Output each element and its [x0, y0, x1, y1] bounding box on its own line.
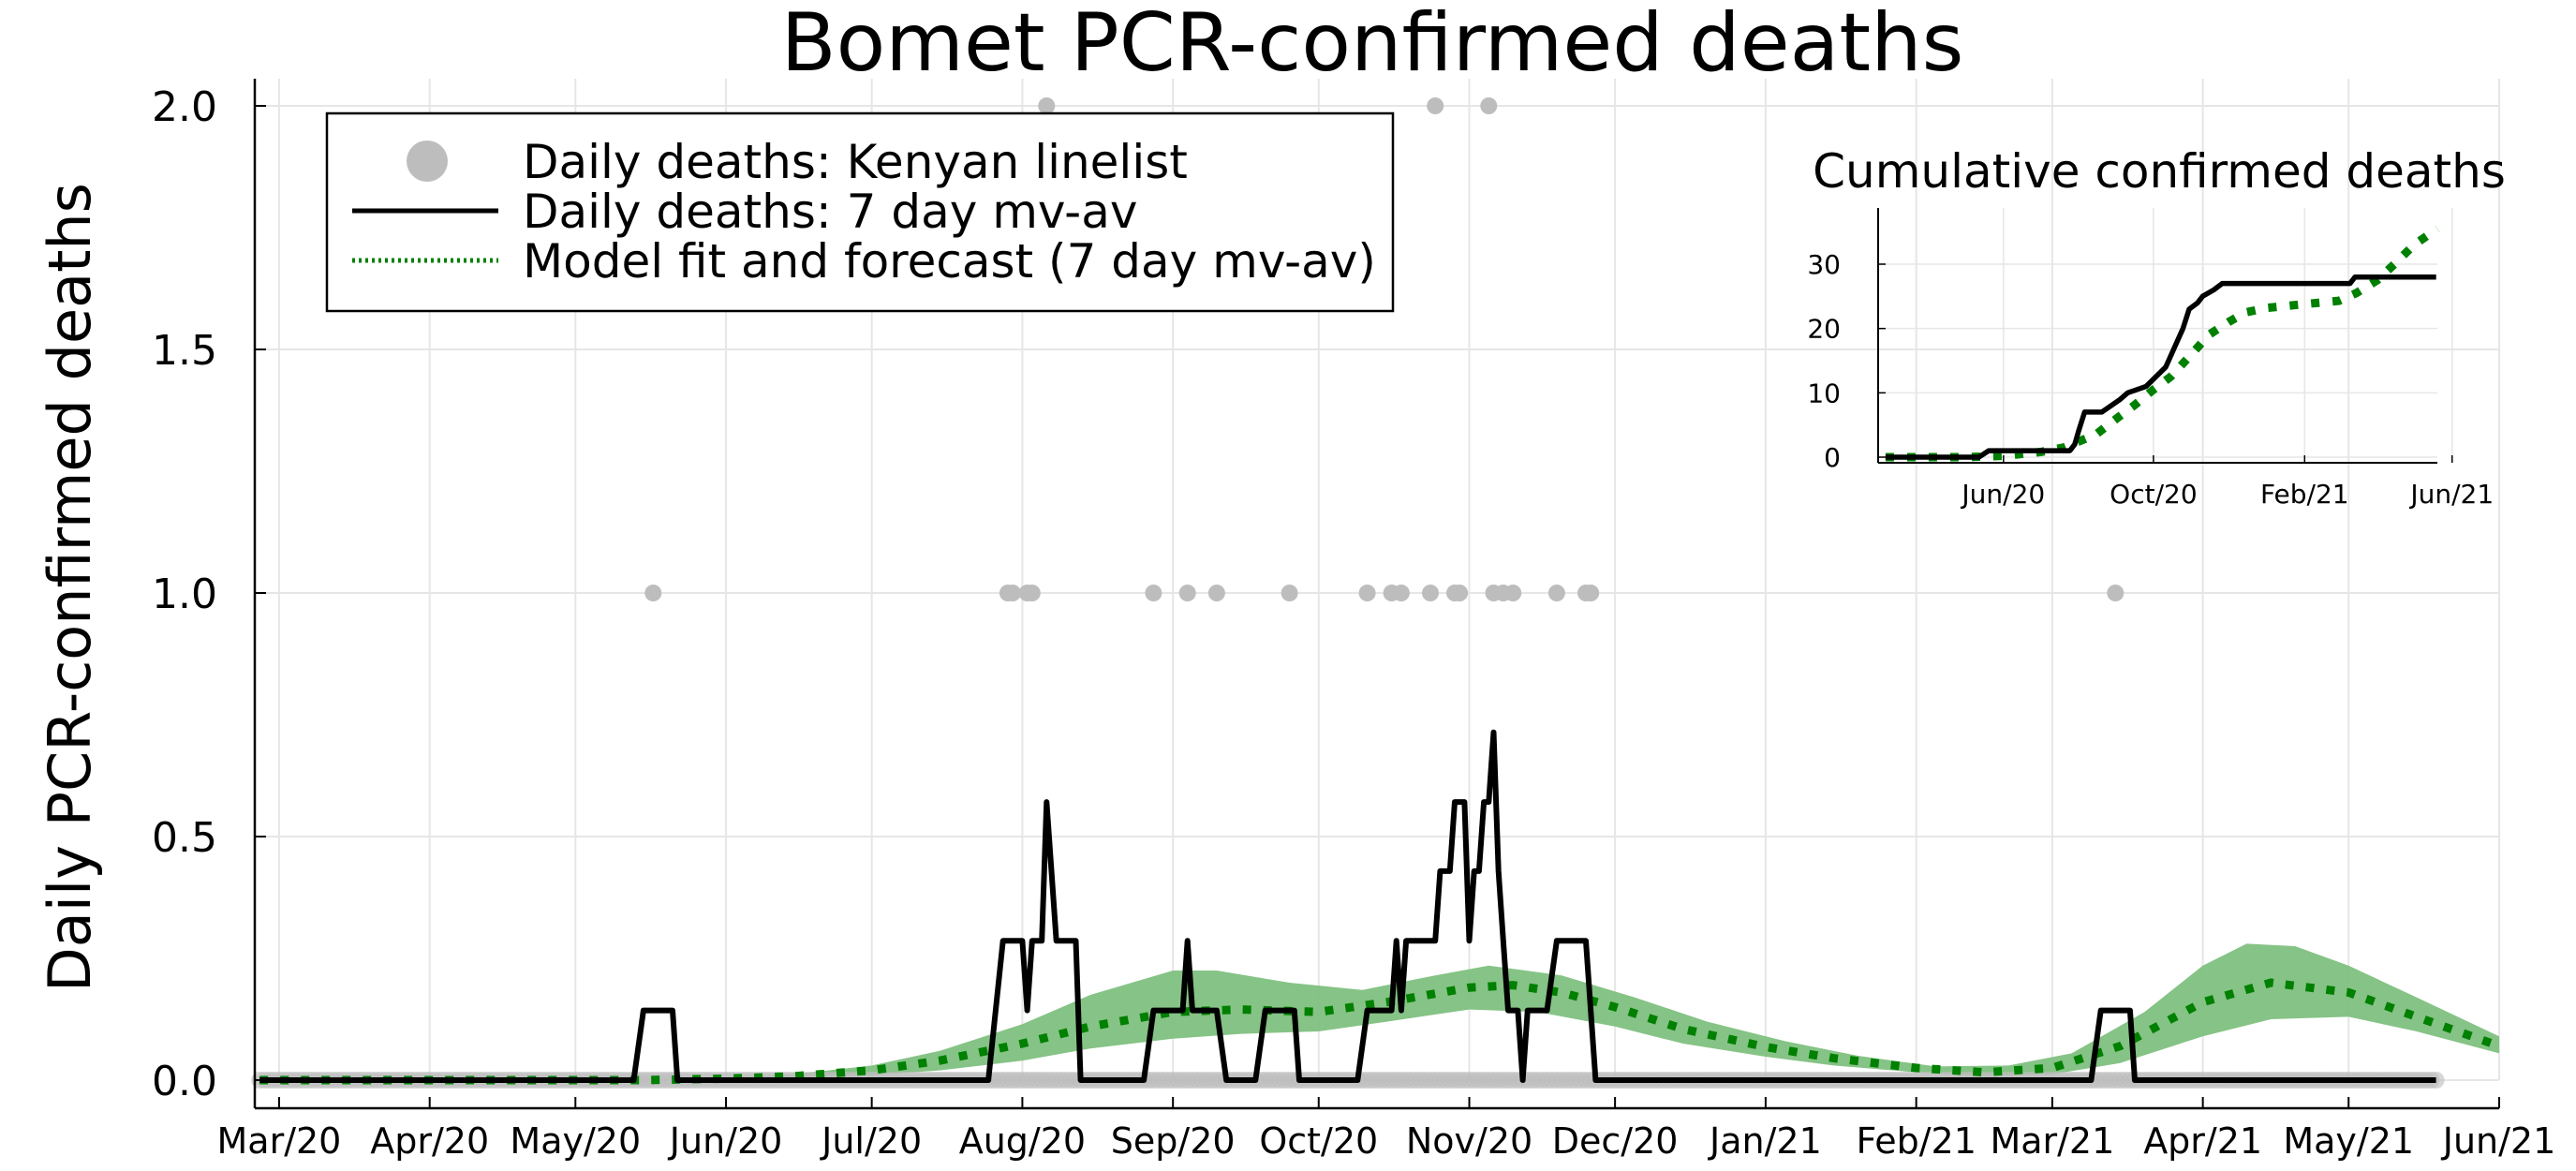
x-tick-label: Jun/20: [668, 1120, 783, 1162]
inset-model-line: [1885, 225, 2440, 462]
inset-y-tick-label: 30: [1807, 249, 1841, 280]
inset-x-tick-label: Oct/20: [2110, 479, 2197, 510]
x-tick-label: Jun/21: [2441, 1120, 2556, 1162]
scatter-point: [1480, 97, 1498, 114]
y-tick-label: 1.5: [152, 327, 217, 375]
scatter-point: [644, 585, 662, 601]
inset-x-tick-label: Feb/21: [2260, 479, 2349, 510]
scatter-point: [1145, 585, 1162, 601]
scatter-point: [1504, 585, 1522, 601]
inset-axes: [1877, 208, 2437, 464]
inset-x-tick-labels: Jun/20 Oct/20 Feb/21 Jun/21: [1960, 455, 2494, 510]
inset-y-tick-label: 10: [1807, 378, 1841, 408]
scatter-point: [1392, 585, 1410, 601]
x-tick-label: Feb/21: [1856, 1120, 1976, 1162]
legend-label-linelist: Daily deaths: Kenyan linelist: [523, 135, 1188, 189]
y-tick-label: 0.0: [152, 1058, 217, 1105]
main-chart: Bomet PCR-confirmed deaths Daily PCR-con…: [36, 0, 2555, 1162]
x-tick-label: Apr/20: [370, 1120, 489, 1162]
legend-marker-linelist: [407, 141, 448, 182]
x-tick-label: Jan/21: [1708, 1120, 1822, 1162]
inset-y-tick-label: 0: [1824, 442, 1841, 473]
x-tick-label: Oct/20: [1259, 1120, 1378, 1162]
inset-grid: [1878, 208, 2453, 459]
grid: [255, 79, 2500, 1081]
y-tick-label: 1.0: [152, 571, 217, 618]
x-tick-label: May/21: [2283, 1120, 2414, 1162]
legend-box: [325, 111, 1395, 313]
scatter-point: [1582, 585, 1600, 601]
scatter-point: [1281, 585, 1298, 601]
scatter-point: [1451, 585, 1469, 601]
x-tick-label: Aug/20: [959, 1120, 1086, 1162]
inset-y-tick-labels: 0 10 20 30: [1807, 249, 1886, 473]
scatter-point: [1023, 585, 1041, 601]
scatter-point: [1427, 97, 1444, 114]
x-tick-label: Mar/20: [217, 1120, 342, 1162]
legend: Daily deaths: Kenyan linelist Daily deat…: [325, 111, 1395, 313]
y-tick-labels: 0.0 0.5 1.0 1.5 2.0: [152, 83, 266, 1105]
legend-label-model: Model fit and forecast (7 day mv-av): [523, 234, 1376, 289]
inset-x-tick-label: Jun/21: [2408, 479, 2494, 510]
series-lines: [259, 729, 2501, 1085]
x-tick-labels: Mar/20 Apr/20 May/20 Jun/20 Jul/20 Aug/20 Sep/…: [217, 1097, 2556, 1162]
inset-y-tick-label: 20: [1807, 314, 1841, 345]
x-tick-label: May/20: [510, 1120, 641, 1162]
model-fit-line: [259, 978, 2501, 1085]
inset-x-tick-label: Jun/20: [1960, 479, 2045, 510]
scatter-point: [1358, 585, 1376, 601]
x-tick-label: Mar/21: [1990, 1120, 2114, 1162]
legend-label-mvav: Daily deaths: 7 day mv-av: [523, 185, 1137, 239]
inset-series-lines: [1885, 225, 2440, 462]
y-tick-label: 2.0: [152, 83, 217, 131]
moving-average-line: [259, 729, 2436, 1083]
y-tick-label: 0.5: [152, 814, 217, 862]
scatter-point: [1422, 585, 1439, 601]
scatter-point: [1004, 585, 1021, 601]
scatter-point: [2107, 585, 2124, 601]
x-tick-label: Apr/21: [2143, 1120, 2262, 1162]
inset-title: Cumulative confirmed deaths: [1813, 144, 2506, 199]
y-axis-label: Daily PCR-confirmed deaths: [36, 183, 104, 992]
scatter-point: [1207, 585, 1225, 601]
scatter-point: [1038, 97, 1056, 114]
inset-chart: Cumulative confirmed deaths Jun/20 Oct/20…: [1807, 144, 2506, 510]
scatter-point: [1178, 585, 1196, 601]
x-tick-label: Jul/20: [820, 1120, 922, 1162]
x-tick-label: Sep/20: [1111, 1120, 1236, 1162]
scatter-point: [1547, 585, 1565, 601]
x-tick-label: Dec/20: [1552, 1120, 1679, 1162]
chart-title: Bomet PCR-confirmed deaths: [781, 0, 1964, 90]
x-tick-label: Nov/20: [1406, 1120, 1532, 1162]
inset-moving-average-line: [1885, 274, 2436, 460]
